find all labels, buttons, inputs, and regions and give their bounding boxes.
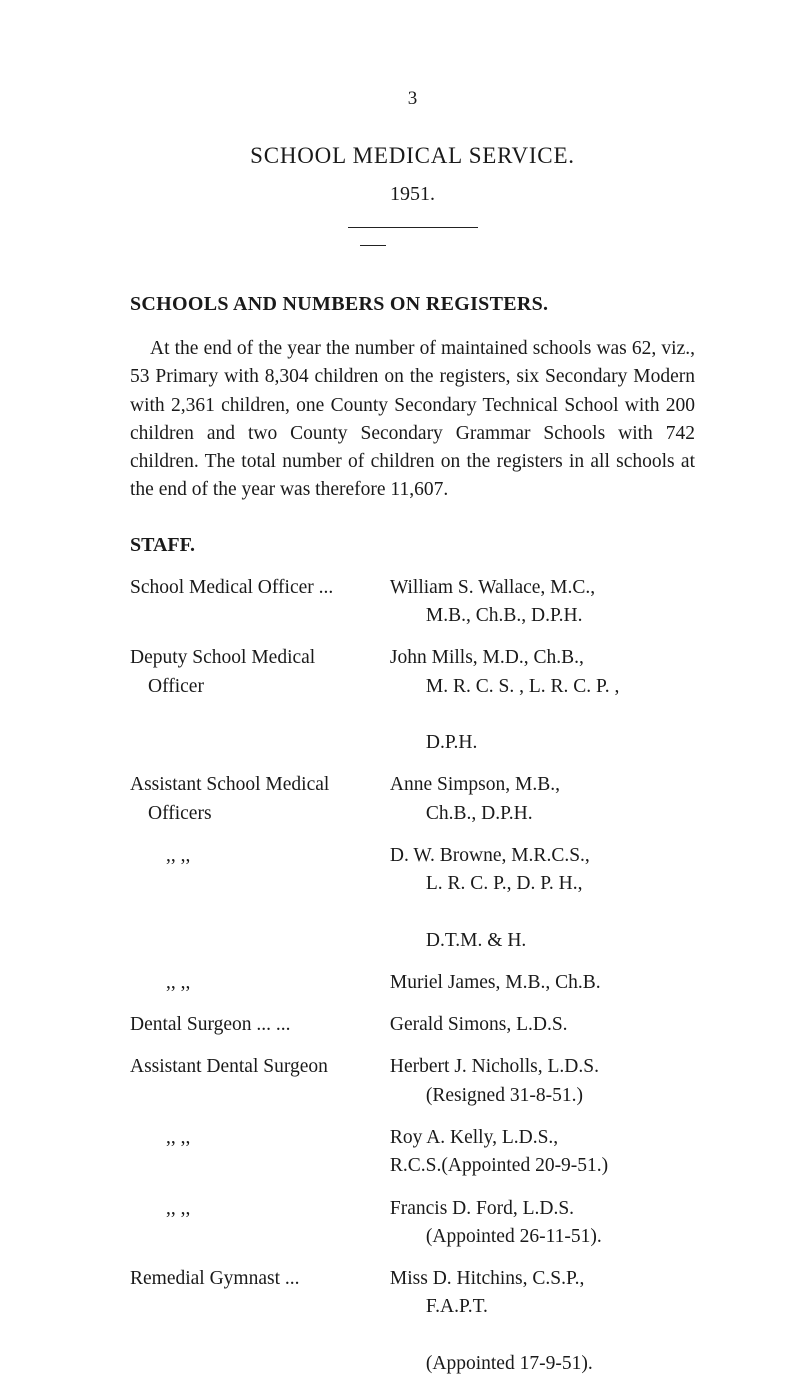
- staff-name-line: F.A.P.T.: [390, 1293, 695, 1321]
- ditto-marks: ,, ,,: [130, 1127, 190, 1148]
- staff-name: John Mills, M.D., Ch.B., M. R. C. S. , L…: [390, 644, 695, 771]
- ditto-marks: ,, ,,: [130, 845, 190, 866]
- staff-name-line: William S. Wallace, M.C.,: [390, 577, 595, 598]
- staff-row: ,, ,, D. W. Browne, M.R.C.S., L. R. C. P…: [130, 842, 695, 969]
- staff-name-line: R.C.S.(Appointed 20-9-51.): [390, 1155, 608, 1176]
- staff-name: Francis D. Ford, L.D.S. (Appointed 26-11…: [390, 1195, 695, 1266]
- ditto-marks: ,, ,,: [130, 1198, 190, 1219]
- staff-name-line: M. R. C. S. , L. R. C. P. ,: [390, 673, 695, 701]
- staff-name-line: Ch.B., D.P.H.: [390, 800, 695, 828]
- title-block: SCHOOL MEDICAL SERVICE. 1951.: [130, 139, 695, 257]
- staff-name-line: Roy A. Kelly, L.D.S.,: [390, 1127, 558, 1148]
- doc-year: 1951.: [130, 180, 695, 209]
- staff-row: Dental Surgeon ... ... Gerald Simons, L.…: [130, 1011, 695, 1053]
- staff-role-ditto: ,, ,,: [130, 1195, 390, 1266]
- staff-name-line: Herbert J. Nicholls, L.D.S.: [390, 1056, 599, 1077]
- intro-paragraph: At the end of the year the number of mai…: [130, 335, 695, 505]
- staff-row: Assistant Dental Surgeon Herbert J. Nich…: [130, 1053, 695, 1124]
- staff-row: Remedial Gymnast ... Miss D. Hitchins, C…: [130, 1265, 695, 1392]
- page-number: 3: [130, 85, 695, 113]
- staff-name: Anne Simpson, M.B., Ch.B., D.P.H.: [390, 771, 695, 842]
- staff-role-line: Officer: [130, 676, 204, 697]
- staff-row: ,, ,, Roy A. Kelly, L.D.S., R.C.S.(Appoi…: [130, 1124, 695, 1195]
- section-heading-staff: STAFF.: [130, 531, 695, 560]
- staff-row: Assistant School Medical Officers Anne S…: [130, 771, 695, 842]
- staff-name-line: D. W. Browne, M.R.C.S.,: [390, 845, 590, 866]
- staff-name: Muriel James, M.B., Ch.B.: [390, 969, 695, 1011]
- staff-name: William S. Wallace, M.C., M.B., Ch.B., D…: [390, 574, 695, 645]
- staff-name-line: John Mills, M.D., Ch.B.,: [390, 647, 584, 668]
- staff-row: ,, ,, Francis D. Ford, L.D.S. (Appointed…: [130, 1195, 695, 1266]
- staff-role: Assistant Dental Surgeon: [130, 1053, 390, 1124]
- title-rule: [348, 227, 478, 256]
- staff-name-line: L. R. C. P., D. P. H.,: [390, 870, 695, 898]
- staff-role-line: Assistant School Medical: [130, 774, 329, 795]
- staff-name: Roy A. Kelly, L.D.S., R.C.S.(Appointed 2…: [390, 1124, 695, 1195]
- staff-name: Miss D. Hitchins, C.S.P., F.A.P.T. (Appo…: [390, 1265, 695, 1392]
- staff-role: Dental Surgeon ... ...: [130, 1011, 390, 1053]
- staff-name: Gerald Simons, L.D.S.: [390, 1011, 695, 1053]
- staff-row: School Medical Officer ... William S. Wa…: [130, 574, 695, 645]
- staff-role: Deputy School Medical Officer: [130, 644, 390, 771]
- staff-role-ditto: ,, ,,: [130, 1124, 390, 1195]
- staff-role-line: Deputy School Medical: [130, 647, 315, 668]
- staff-name-line: Anne Simpson, M.B.,: [390, 774, 560, 795]
- staff-name-line: (Appointed 17-9-51).: [390, 1350, 695, 1378]
- staff-name-line: (Resigned 31-8-51.): [390, 1082, 695, 1110]
- staff-role-ditto: ,, ,,: [130, 842, 390, 969]
- staff-name-line: Francis D. Ford, L.D.S.: [390, 1198, 574, 1219]
- staff-name-line: (Appointed 26-11-51).: [390, 1223, 695, 1251]
- staff-table: School Medical Officer ... William S. Wa…: [130, 574, 695, 1392]
- doc-title: SCHOOL MEDICAL SERVICE.: [130, 139, 695, 172]
- staff-name-line: D.T.M. & H.: [390, 927, 695, 955]
- staff-row: Deputy School Medical Officer John Mills…: [130, 644, 695, 771]
- staff-name-line: M.B., Ch.B., D.P.H.: [390, 602, 695, 630]
- staff-name-line: D.P.H.: [390, 729, 695, 757]
- staff-name: D. W. Browne, M.R.C.S., L. R. C. P., D. …: [390, 842, 695, 969]
- staff-name-line: Miss D. Hitchins, C.S.P.,: [390, 1268, 585, 1289]
- section-heading-registers: SCHOOLS AND NUMBERS ON REGISTERS.: [130, 290, 695, 319]
- staff-row: ,, ,, Muriel James, M.B., Ch.B.: [130, 969, 695, 1011]
- staff-role: Remedial Gymnast ...: [130, 1265, 390, 1392]
- staff-role: Assistant School Medical Officers: [130, 771, 390, 842]
- staff-name: Herbert J. Nicholls, L.D.S. (Resigned 31…: [390, 1053, 695, 1124]
- staff-role: School Medical Officer ...: [130, 574, 390, 645]
- staff-role-line: Officers: [130, 803, 212, 824]
- staff-role-ditto: ,, ,,: [130, 969, 390, 1011]
- ditto-marks: ,, ,,: [130, 972, 190, 993]
